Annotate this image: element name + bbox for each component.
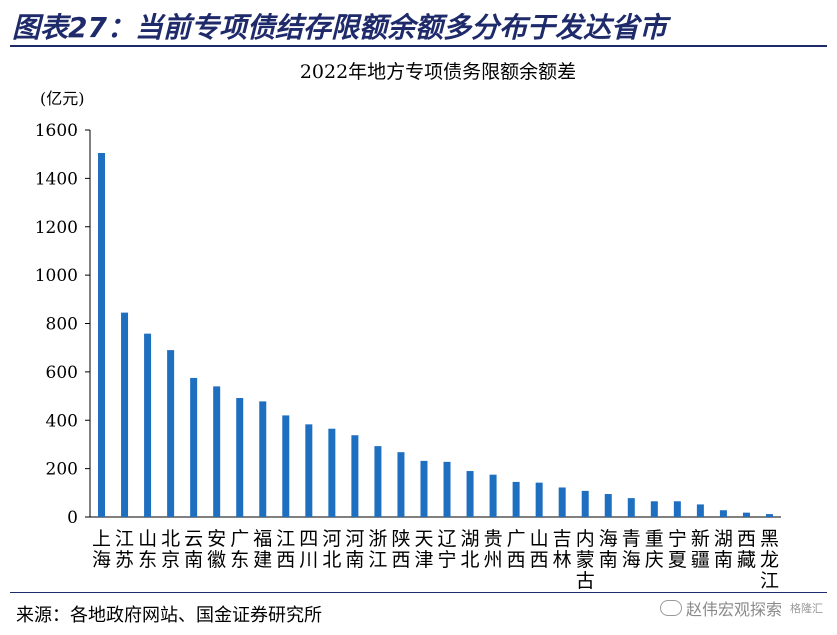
x-tick-label: 河北 xyxy=(322,528,341,571)
bar xyxy=(259,401,267,517)
x-tick-label: 贵州 xyxy=(484,528,503,571)
x-tick-label: 四川 xyxy=(299,528,318,571)
bar xyxy=(673,501,681,517)
x-tick-label: 广东 xyxy=(230,528,249,571)
bar xyxy=(351,435,359,517)
bar xyxy=(765,514,773,517)
bar xyxy=(627,498,635,517)
x-tick-label: 山东 xyxy=(138,528,157,571)
bar xyxy=(167,350,175,517)
title-divider xyxy=(10,45,827,47)
y-tick-label: 800 xyxy=(46,315,78,335)
x-tick-label: 宁夏 xyxy=(668,528,687,571)
bar xyxy=(604,494,612,517)
x-tick-label: 陕西 xyxy=(391,528,410,571)
bar xyxy=(328,428,336,517)
bar xyxy=(98,152,106,518)
x-tick-label: 湖北 xyxy=(461,528,480,571)
x-tick-label: 福建 xyxy=(253,528,272,571)
bar xyxy=(719,510,727,517)
y-tick-label: 1600 xyxy=(35,121,78,141)
bar xyxy=(742,512,750,517)
x-tick-label: 西藏 xyxy=(737,528,756,571)
source-note: 来源：各地政府网站、国金证券研究所 xyxy=(16,605,322,626)
bar xyxy=(282,415,290,517)
y-axis: 0 200 400 600 800 1000 1200 1400 1600 xyxy=(35,121,781,528)
bar xyxy=(121,312,129,517)
bar xyxy=(489,474,497,517)
bar xyxy=(213,386,221,517)
footer-divider xyxy=(10,592,827,593)
x-tick-label: 青海 xyxy=(622,528,641,571)
bar xyxy=(558,487,566,517)
y-tick-label: 0 xyxy=(67,508,78,528)
x-tick-label: 江苏 xyxy=(115,528,134,571)
x-tick-label: 山西 xyxy=(530,528,549,571)
x-tick-label: 北京 xyxy=(161,528,180,571)
x-tick-label: 海南 xyxy=(599,528,618,571)
x-tick-label: 内蒙古 xyxy=(576,528,595,590)
bar xyxy=(650,501,658,517)
bar xyxy=(420,460,428,517)
x-tick-label: 天津 xyxy=(414,528,433,571)
x-tick-label: 上海 xyxy=(92,528,111,571)
bar-chart: 2022年地方专项债务限额余额差 (亿元) 0 200 400 600 800 1000 1… xyxy=(35,61,781,590)
bar xyxy=(581,490,589,517)
bar xyxy=(305,424,313,517)
bar xyxy=(374,446,382,517)
x-tick-label: 吉林 xyxy=(553,528,572,571)
x-tick-label: 重庆 xyxy=(645,528,664,571)
bar xyxy=(190,377,198,517)
x-tick-label: 浙江 xyxy=(368,528,387,571)
x-tick-label: 新疆 xyxy=(691,528,710,571)
x-tick-label: 黑龙江 xyxy=(760,528,779,590)
watermark-brand: 格隆汇 xyxy=(790,602,824,615)
watermark-text: 赵伟宏观探索 xyxy=(686,600,783,619)
figure-title: 图表27：当前专项债结存限额余额多分布于发达省市 xyxy=(12,11,667,44)
x-tick-label: 江西 xyxy=(276,528,295,571)
y-tick-label: 200 xyxy=(46,460,78,480)
bar xyxy=(443,461,451,517)
y-tick-label: 1200 xyxy=(35,218,78,238)
x-tick-label: 河南 xyxy=(345,528,364,571)
x-tick-label: 云南 xyxy=(184,528,203,571)
bar xyxy=(144,333,152,517)
bars-group xyxy=(98,152,773,518)
y-tick-label: 600 xyxy=(46,363,78,383)
x-tick-label: 安徽 xyxy=(207,528,226,571)
y-tick-label: 400 xyxy=(46,411,78,431)
bar xyxy=(236,398,244,517)
bar xyxy=(466,471,474,517)
x-tick-label: 辽宁 xyxy=(438,528,457,571)
y-tick-label: 1000 xyxy=(35,266,78,286)
x-tick-labels: 上海江苏山东北京云南安徽广东福建江西四川河北河南浙江陕西天津辽宁湖北贵州广西山西… xyxy=(92,528,779,590)
y-axis-label: (亿元) xyxy=(40,89,85,108)
x-tick-label: 广西 xyxy=(507,528,526,571)
wechat-icon xyxy=(660,600,682,616)
bar xyxy=(512,481,520,517)
y-tick-label: 1400 xyxy=(35,169,78,189)
bar xyxy=(397,452,405,517)
bar xyxy=(535,482,543,517)
watermark: 赵伟宏观探索 格隆汇 xyxy=(660,596,823,620)
x-tick-label: 湖南 xyxy=(714,528,733,571)
bar xyxy=(696,504,704,517)
chart-title: 2022年地方专项债务限额余额差 xyxy=(300,61,576,83)
